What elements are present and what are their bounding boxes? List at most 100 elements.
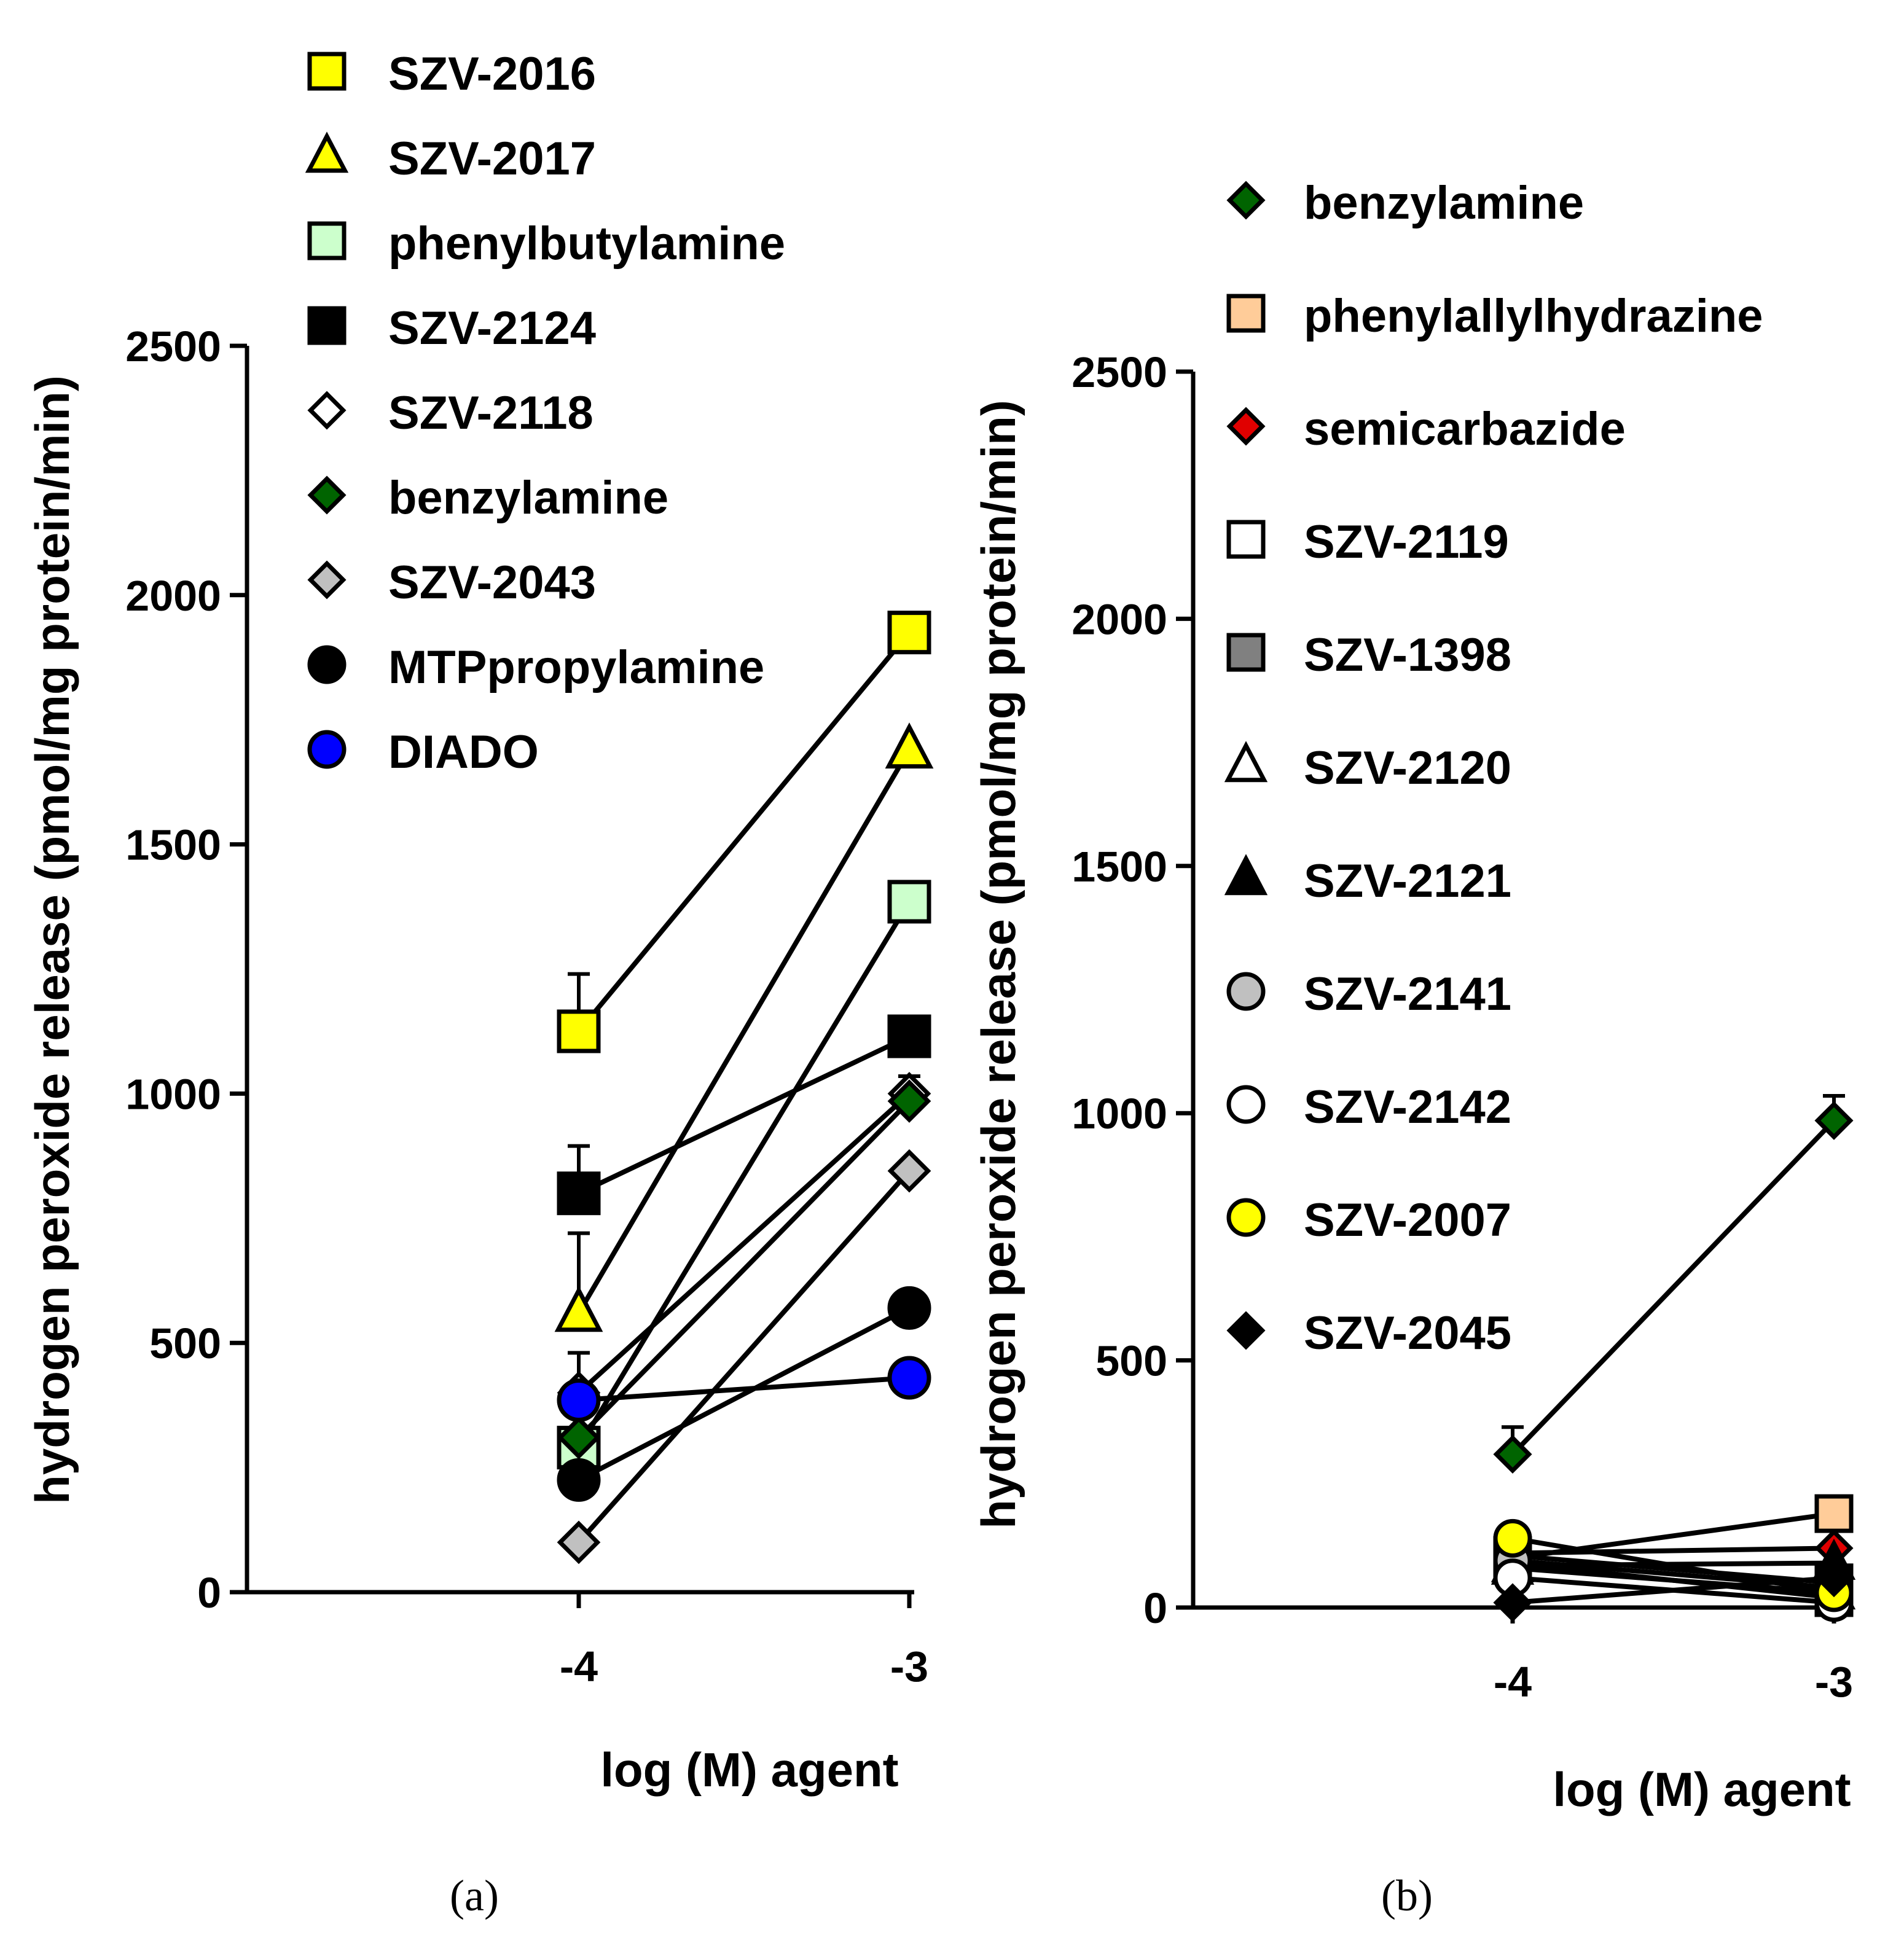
legend-label-szv-2142: SZV-2142	[1304, 1081, 1511, 1133]
legend-label-benzylamine: benzylamine	[1304, 177, 1584, 229]
legend-label-szv-2121: SZV-2121	[1304, 855, 1511, 907]
panel-b-y-axis-label: hydrogen peroxide release (pmol/mg prote…	[971, 400, 1025, 1529]
panel-a-y-tick-label: 2500	[125, 322, 221, 370]
legend-marker-szv-2007	[1226, 1198, 1266, 1237]
legend-label-szv-2120: SZV-2120	[1304, 742, 1511, 794]
panel-a-legend: SZV-2016 SZV-2017 phenylbutylamine SZV-2124…	[305, 48, 785, 778]
panel-a: 0 500 1000 1500 2000 2500 -4 -3 SZV-2016 SZV-201…	[25, 48, 934, 1920]
data-point-szv-2043	[557, 1520, 601, 1565]
panel-b-y-tick-label: 1000	[1071, 1090, 1167, 1138]
panel-a-y-tick-label: 500	[149, 1319, 221, 1367]
legend-label-szv-2119: SZV-2119	[1304, 516, 1509, 568]
legend-marker-diado	[307, 730, 347, 769]
panel-a-x-tick-label: -4	[560, 1643, 598, 1690]
legend-label-semicarbazide: semicarbazide	[1304, 403, 1626, 455]
data-point-szv-2043	[887, 1149, 931, 1193]
panel-a-x-tick-label: -3	[890, 1643, 928, 1690]
panel-a-y-tick-label: 1000	[125, 1070, 221, 1118]
panel-b-caption: (b)	[1381, 1871, 1433, 1920]
legend-marker-szv-2121	[1224, 854, 1268, 896]
data-point-benzylamine	[887, 1079, 931, 1123]
panel-b-legend: benzylamine phenylallylhydrazine semicarba…	[1224, 177, 1763, 1359]
data-point-szv-2016	[557, 1009, 601, 1053]
data-point-benzylamine	[1493, 1434, 1532, 1474]
legend-label-szv-2045: SZV-2045	[1304, 1307, 1511, 1359]
legend-marker-szv-2142	[1226, 1085, 1266, 1124]
legend-marker-szv-2141	[1226, 972, 1266, 1011]
panel-a-y-tick-label: 2000	[125, 572, 221, 620]
legend-marker-phenylallylhydrazine	[1226, 294, 1266, 333]
legend-label-diado: DIADO	[388, 726, 539, 778]
legend-marker-phenylbutylamine	[307, 221, 347, 260]
data-point-szv-2124	[887, 1014, 931, 1058]
series-line-diado	[578, 1375, 910, 1403]
series-line-mtppropylamine	[578, 1305, 911, 1482]
series-line-szv-2120	[1512, 1565, 1835, 1595]
panel-b-x-tick-label: -3	[1815, 1658, 1853, 1706]
data-point-szv-2124	[557, 1171, 601, 1216]
series-line-szv-2017	[576, 748, 912, 1315]
legend-marker-szv-2017	[305, 131, 349, 173]
panel-b-error-bars	[1502, 1094, 1845, 1455]
legend-label-szv-2017: SZV-2017	[388, 133, 596, 185]
panel-a-x-axis-label: log (M) agent	[600, 1743, 898, 1797]
series-line-szv-2124	[578, 1034, 911, 1196]
data-point-mtppropylamine	[557, 1458, 601, 1502]
data-point-szv-2016	[887, 611, 931, 655]
legend-label-szv-2124: SZV-2124	[388, 302, 596, 354]
legend-marker-benzylamine	[1226, 181, 1266, 220]
panel-a-y-tick-label: 0	[197, 1569, 221, 1617]
legend-marker-szv-2118	[307, 391, 347, 430]
panel-b-y-tick-label: 500	[1095, 1337, 1167, 1385]
legend-marker-szv-2045	[1226, 1311, 1266, 1350]
series-line-szv-2045	[1512, 1575, 1835, 1605]
series-line-szv-2118	[577, 1092, 911, 1395]
legend-label-szv-2141: SZV-2141	[1304, 968, 1511, 1020]
panel-b-y-tick-label: 0	[1143, 1584, 1167, 1632]
legend-marker-szv-2120	[1224, 741, 1268, 783]
legend-label-mtppropylamine: MTPpropylamine	[388, 641, 764, 694]
legend-label-szv-2016: SZV-2016	[388, 48, 596, 100]
series-line-phenylbutylamine	[576, 900, 912, 1449]
legend-label-szv-2118: SZV-2118	[388, 387, 594, 439]
legend-label-szv-2043: SZV-2043	[388, 557, 596, 609]
panel-a-y-axis-label: hydrogen peroxide release (pmol/mg prote…	[25, 375, 79, 1504]
legend-label-szv-2007: SZV-2007	[1304, 1194, 1511, 1246]
panel-b-y-tick-label: 2500	[1071, 348, 1167, 396]
panel-b-y-tick-label: 2000	[1071, 595, 1167, 643]
legend-marker-szv-2119	[1226, 520, 1266, 559]
legend-marker-mtppropylamine	[307, 645, 347, 684]
data-point-mtppropylamine	[887, 1286, 931, 1330]
data-point-szv-2007	[1493, 1518, 1532, 1558]
panel-b: 0 500 1000 1500 2000 2500 -4 -3 benzylamine phen…	[971, 177, 1856, 1920]
series-line-szv-1398	[1512, 1553, 1835, 1585]
legend-label-szv-1398: SZV-1398	[1304, 629, 1511, 681]
data-point-phenylallylhydrazine	[1814, 1494, 1854, 1533]
panel-a-y-tick-label: 1500	[125, 821, 221, 869]
legend-marker-szv-2016	[307, 52, 347, 91]
panel-a-markers	[554, 611, 934, 1565]
data-point-benzylamine	[557, 1416, 601, 1459]
series-line-semicarbazide	[1512, 1545, 1835, 1556]
series-line-benzylamine	[1511, 1119, 1836, 1456]
panel-b-x-tick-label: -4	[1494, 1658, 1532, 1706]
legend-marker-szv-1398	[1226, 633, 1266, 672]
panel-a-caption: (a)	[450, 1871, 499, 1920]
series-line-szv-2043	[577, 1169, 911, 1544]
panel-a-lines	[576, 631, 912, 1544]
panel-b-lines	[1511, 1119, 1836, 1605]
panel-b-y-tick-label: 1500	[1071, 843, 1167, 891]
panel-a-axes: 0 500 1000 1500 2000 2500 -4 -3	[125, 322, 928, 1690]
legend-marker-semicarbazide	[1226, 407, 1266, 446]
data-point-szv-2017	[885, 722, 934, 769]
legend-marker-szv-2124	[307, 306, 347, 345]
legend-label-benzylamine: benzylamine	[388, 472, 668, 524]
data-point-szv-2017	[554, 1286, 603, 1332]
data-point-szv-2045	[1493, 1583, 1532, 1622]
legend-label-phenylallylhydrazine: phenylallylhydrazine	[1304, 290, 1763, 342]
panel-b-x-axis-label: log (M) agent	[1553, 1762, 1851, 1816]
data-point-benzylamine	[1814, 1101, 1854, 1140]
series-line-szv-2016	[576, 631, 912, 1033]
data-point-szv-2045	[1814, 1558, 1854, 1598]
